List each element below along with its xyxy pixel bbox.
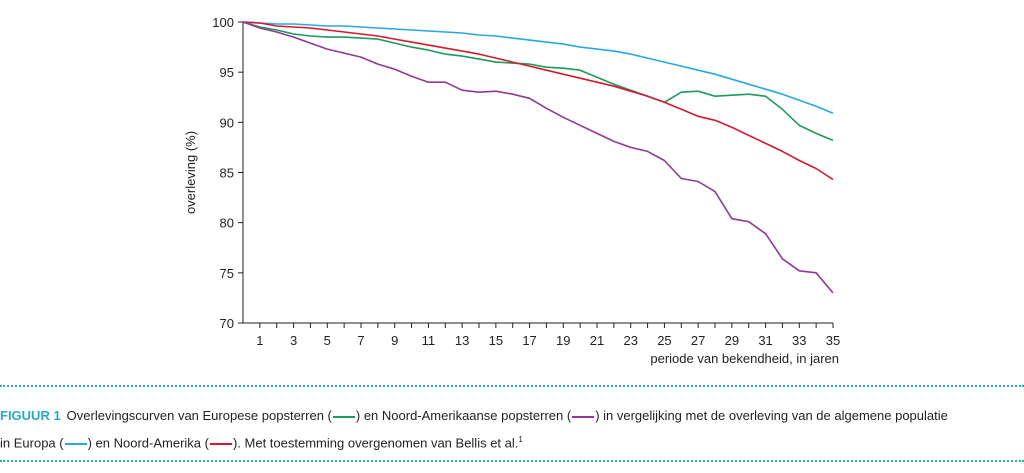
x-tick-label: 11 bbox=[422, 333, 436, 348]
caption-line-1: FIGUUR 1 Overlevingscurven van Europese p… bbox=[0, 404, 1024, 428]
caption-text-3: ) in vergelijking met de overleving van … bbox=[595, 408, 948, 423]
x-tick-label: 15 bbox=[489, 333, 503, 348]
x-tick-label: 23 bbox=[623, 333, 637, 348]
caption-text-4: in Europa ( bbox=[0, 435, 64, 451]
figure-caption: FIGUUR 1 Overlevingscurven van Europese p… bbox=[0, 404, 1024, 455]
y-axis-title: overleving (%) bbox=[183, 131, 198, 214]
series-line-1 bbox=[242, 21, 834, 115]
y-tick-label: 95 bbox=[220, 65, 234, 80]
x-tick-label: 21 bbox=[590, 333, 604, 348]
red-legend-swatch bbox=[209, 442, 232, 445]
reference-superscript: 1 bbox=[518, 435, 523, 444]
y-tick-label: 90 bbox=[220, 115, 234, 130]
x-tick-label: 25 bbox=[657, 333, 671, 348]
caption-bottom-rule bbox=[0, 460, 1024, 462]
y-tick-label: 80 bbox=[220, 216, 234, 231]
y-tick-label: 100 bbox=[212, 15, 234, 30]
x-tick-label: 27 bbox=[691, 333, 705, 348]
y-tick-label: 85 bbox=[220, 166, 234, 181]
x-tick-label: 1 bbox=[256, 333, 263, 348]
x-tick-label: 29 bbox=[725, 333, 739, 348]
chart-series-lines bbox=[242, 21, 834, 294]
x-tick-label: 13 bbox=[455, 333, 469, 348]
x-tick-label: 5 bbox=[324, 333, 331, 348]
x-axis-title: periode van bekendheid, in jaren bbox=[650, 351, 839, 366]
x-tick-label: 33 bbox=[792, 333, 806, 348]
caption-text-5: ) en Noord-Amerika ( bbox=[87, 435, 209, 451]
green-legend-swatch bbox=[332, 415, 355, 418]
x-tick-label: 35 bbox=[826, 333, 840, 348]
x-tick-label: 9 bbox=[391, 333, 398, 348]
x-tick-label: 19 bbox=[556, 333, 570, 348]
figure-label: FIGUUR 1 bbox=[0, 408, 61, 423]
x-tick-label: 7 bbox=[357, 333, 364, 348]
caption-top-rule bbox=[0, 385, 1024, 387]
purple-legend-swatch bbox=[572, 415, 595, 418]
y-tick-label: 70 bbox=[220, 316, 234, 331]
caption-text-2: ) en Noord-Amerikaanse popsterren ( bbox=[355, 408, 572, 423]
blue-legend-swatch bbox=[64, 442, 87, 445]
x-tick-label: 17 bbox=[522, 333, 536, 348]
x-tick-label: 31 bbox=[758, 333, 772, 348]
y-tick-label: 75 bbox=[220, 266, 234, 281]
series-line-4 bbox=[242, 21, 834, 294]
caption-text-1: Overlevingscurven van Europese popsterre… bbox=[66, 408, 332, 423]
caption-line-2: in Europa ( ) en Noord-Amerika ( ). Met to… bbox=[0, 428, 1024, 455]
series-line-3 bbox=[242, 21, 834, 181]
chart-axes bbox=[242, 22, 833, 324]
x-tick-label: 3 bbox=[290, 333, 297, 348]
caption-text-6: ). Met toestemming overgenomen van Belli… bbox=[232, 435, 519, 451]
series-line-2 bbox=[242, 21, 834, 142]
